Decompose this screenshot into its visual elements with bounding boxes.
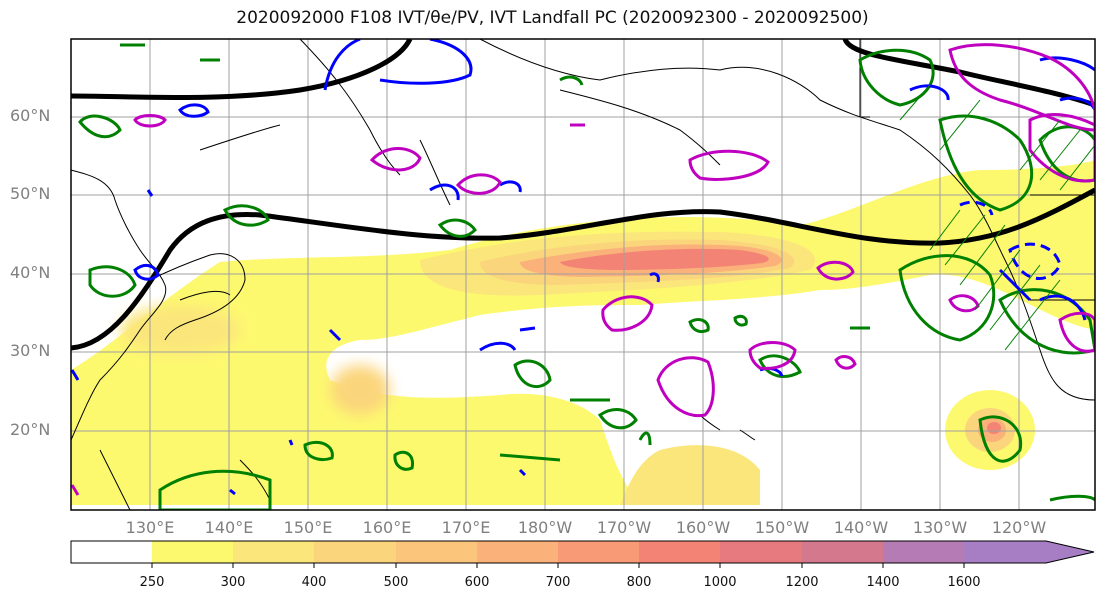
colorbar-tick-label: 250 <box>139 575 165 590</box>
lon-label-130w: 130°W <box>912 518 968 537</box>
colorbar-tick-label: 1400 <box>866 575 900 590</box>
lon-label-160w: 160°W <box>675 518 731 537</box>
graticule <box>71 39 1095 510</box>
map-frame <box>70 38 1096 511</box>
lon-label-170e: 170°E <box>441 518 491 537</box>
colorbar-tick-label: 700 <box>545 575 571 590</box>
lon-label-150w: 150°W <box>754 518 810 537</box>
lat-label-60n: 60°N <box>10 106 51 125</box>
lon-label-170w: 170°W <box>596 518 652 537</box>
lon-label-180w: 180°W <box>517 518 573 537</box>
colorbar <box>70 540 1095 568</box>
colorbar-tick-label: 800 <box>626 575 652 590</box>
pv-special-contours <box>71 43 1095 496</box>
lon-label-140w: 140°W <box>833 518 889 537</box>
colorbar-tick-label: 1000 <box>703 575 737 590</box>
lon-label-130e: 130°E <box>125 518 175 537</box>
lat-label-30n: 30°N <box>10 341 51 360</box>
colorbar-tick-label: 500 <box>383 575 409 590</box>
colorbar-tick-label: 300 <box>220 575 246 590</box>
colorbar-tick-label: 400 <box>301 575 327 590</box>
lat-label-20n: 20°N <box>10 420 51 439</box>
pv-contours <box>71 39 1095 496</box>
lon-label-150e: 150°E <box>283 518 333 537</box>
map-title: 2020092000 F108 IVT/θe/PV, IVT Landfall … <box>236 8 869 28</box>
landfall-hatching <box>899 84 1095 351</box>
colorbar-tick-label: 1600 <box>947 575 981 590</box>
lon-label-120w: 120°W <box>991 518 1047 537</box>
colorbar-tick-label: 600 <box>464 575 490 590</box>
lat-label-40n: 40°N <box>10 263 51 282</box>
lat-label-50n: 50°N <box>10 184 51 203</box>
lon-label-140e: 140°E <box>204 518 254 537</box>
colorbar-tick-label: 1200 <box>785 575 819 590</box>
lon-label-160e: 160°E <box>362 518 412 537</box>
